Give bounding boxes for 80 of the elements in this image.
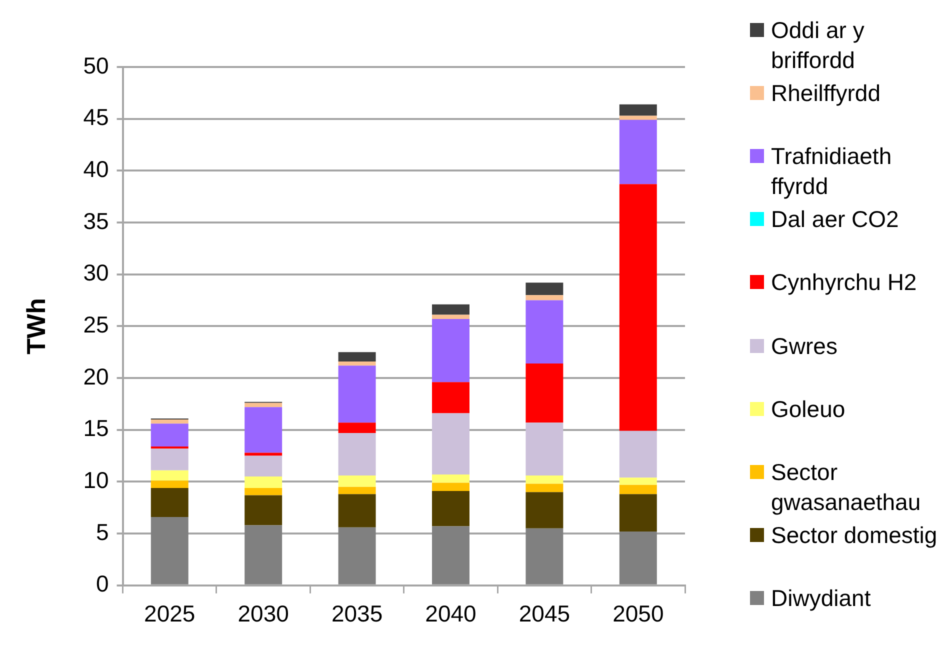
bar <box>432 474 470 483</box>
bar <box>338 476 376 487</box>
y-tick-label: 40 <box>83 156 109 182</box>
legend-label: Sector gwasanaethau <box>771 458 922 517</box>
bar <box>526 364 564 423</box>
bar <box>526 484 564 492</box>
bar <box>619 120 657 184</box>
legend-label: Oddi ar y briffordd <box>771 16 866 75</box>
bar <box>244 402 282 408</box>
legend-label: Trafnidiaeth ffyrdd <box>771 142 893 202</box>
bar <box>432 318 470 382</box>
bar <box>432 314 470 319</box>
bar <box>244 456 282 477</box>
bar <box>338 527 376 584</box>
bar <box>619 478 657 485</box>
y-tick-label: 25 <box>83 312 109 338</box>
bar <box>619 184 657 431</box>
bar <box>338 486 376 494</box>
bar <box>150 516 188 584</box>
bar <box>619 116 657 120</box>
y-tick-label: 15 <box>83 415 109 442</box>
bar <box>526 492 564 528</box>
legend-label: Sector domestig <box>771 520 938 550</box>
bar <box>526 476 564 484</box>
y-tick-label: 0 <box>96 570 109 597</box>
x-tick-label: 2025 <box>144 600 196 627</box>
bar <box>526 295 564 300</box>
bar <box>619 430 657 478</box>
y-tick-label: 50 <box>83 52 109 78</box>
bar <box>244 495 282 526</box>
bar <box>150 470 188 481</box>
bar <box>619 531 657 584</box>
bar <box>432 304 470 315</box>
legend-label: Gwres <box>771 332 838 360</box>
bar <box>338 494 376 528</box>
bar <box>150 488 188 517</box>
bar <box>432 491 470 526</box>
bar <box>338 366 376 423</box>
bar <box>619 484 657 494</box>
bar <box>432 526 470 584</box>
x-tick-label: 2040 <box>425 600 476 627</box>
y-axis-title: TWh <box>20 298 51 354</box>
x-tick-label: 2050 <box>612 600 664 627</box>
legend-label: Cynhyrchu H2 <box>771 268 917 298</box>
bar <box>432 482 470 492</box>
bar <box>244 525 282 584</box>
y-tick-label: 5 <box>96 518 109 545</box>
bar <box>150 480 188 488</box>
bar <box>619 494 657 532</box>
bar <box>338 432 376 476</box>
x-tick-label: 2035 <box>331 600 383 627</box>
x-tick-label: 2045 <box>518 600 570 627</box>
legend-label: Goleuo <box>771 394 846 424</box>
bar <box>150 424 188 446</box>
bar <box>150 446 188 449</box>
legend-label: Dal aer CO2 <box>771 205 899 234</box>
bar <box>526 300 564 364</box>
bar <box>150 420 188 424</box>
legend-label: Rheilffyrdd <box>771 79 881 108</box>
y-tick-label: 10 <box>83 467 109 494</box>
bar <box>526 528 564 584</box>
y-tick-label: 20 <box>83 363 109 390</box>
bar <box>244 407 282 453</box>
bar <box>244 476 282 488</box>
bar <box>150 448 188 470</box>
bar <box>619 104 657 116</box>
y-tick-label: 35 <box>83 208 109 234</box>
y-tick-label: 30 <box>83 260 109 286</box>
legend-label: Diwydiant <box>771 584 871 613</box>
y-tick-label: 45 <box>83 104 109 130</box>
bar <box>244 488 282 496</box>
bar <box>244 452 282 456</box>
bar <box>432 382 470 414</box>
x-tick-label: 2030 <box>238 600 289 627</box>
bar <box>526 422 564 476</box>
bar <box>338 352 376 362</box>
bar <box>338 422 376 433</box>
bar <box>526 282 564 296</box>
bar <box>338 361 376 366</box>
bar <box>432 413 470 474</box>
